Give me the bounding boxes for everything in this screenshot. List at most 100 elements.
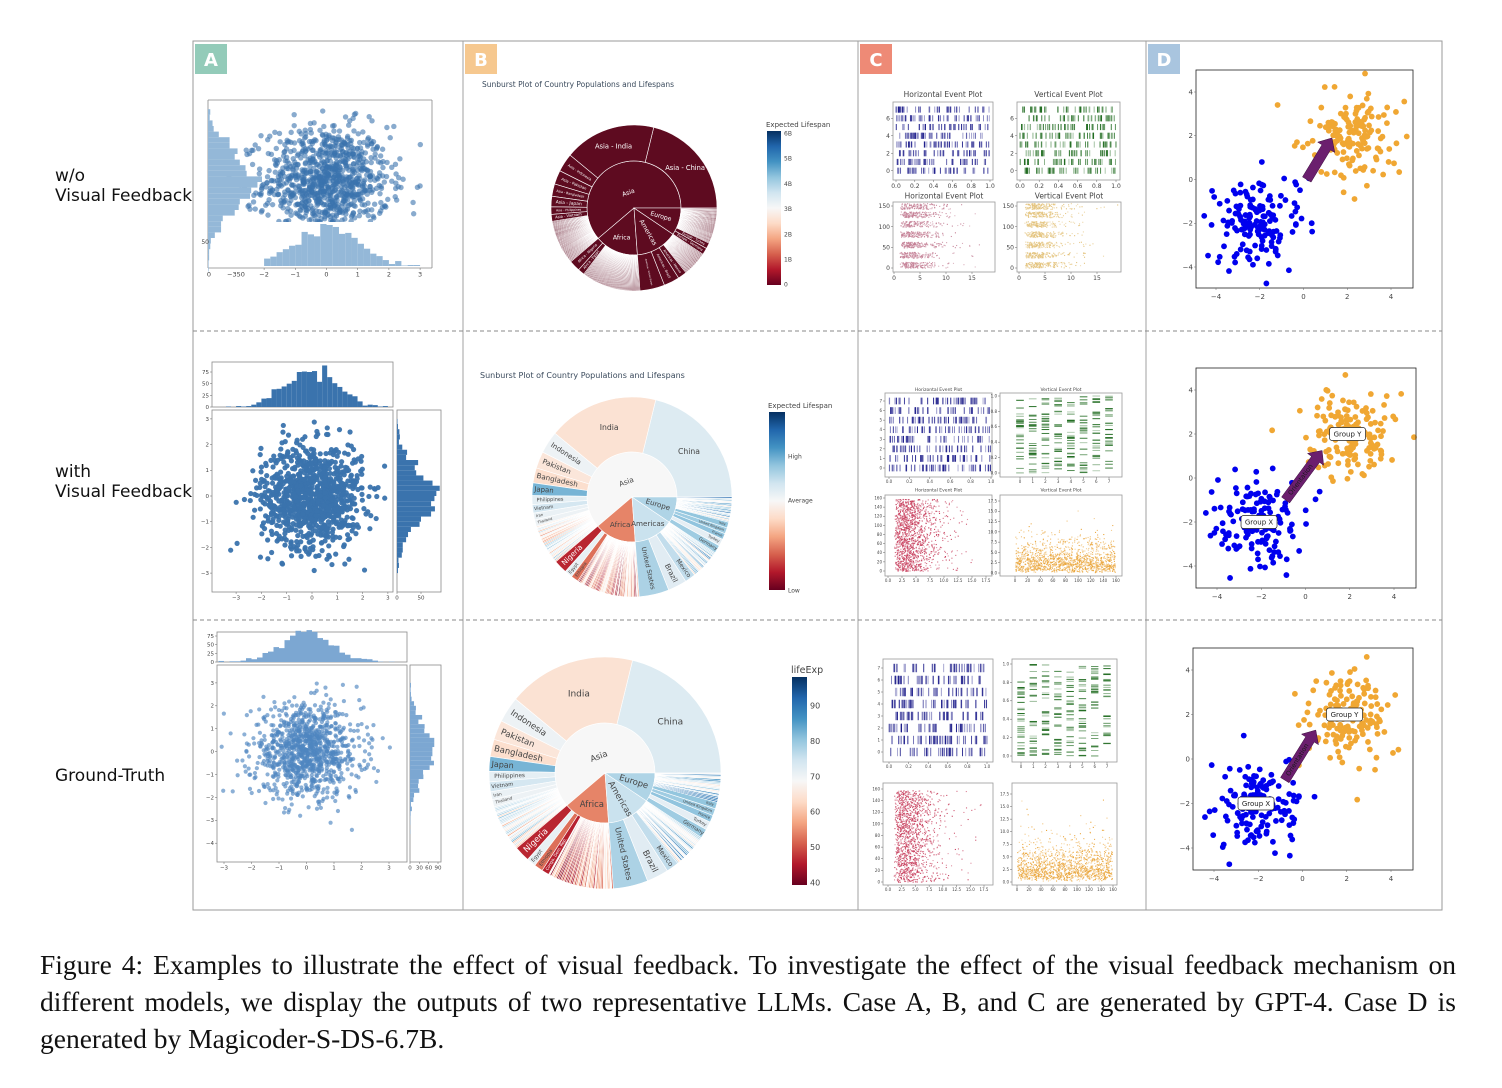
scatter-point [332,201,338,207]
histogram-bar [261,398,267,407]
sunburst-country[interactable] [680,207,718,210]
x-tick-label: 0.8 [966,183,976,190]
scatter-point [302,448,309,454]
histogram-bar [208,131,219,138]
scatter-point [367,752,372,757]
scatter-point [299,744,304,749]
scatter-point [253,477,259,483]
histogram-bar [312,371,318,407]
scatter-point [291,503,297,510]
scatter-point [267,758,273,763]
scatter-point [346,753,351,758]
scatter-point [265,150,272,157]
chart-title: Sunburst Plot of Country Populations and… [480,371,685,380]
histogram-bar [410,733,430,738]
histogram-bar [208,114,210,121]
histogram-bar [410,701,415,706]
scatter-point [283,146,290,152]
scatter-point [352,744,357,749]
x-tick-label: 50 [418,596,425,602]
scatter-point [337,767,342,772]
histogram-bar [357,243,364,266]
scatter-point [324,169,330,176]
scatter-point [321,188,327,195]
histogram-bar [291,380,297,407]
histogram-bar [372,660,378,662]
event-dot [903,236,905,238]
scatter-point [283,163,289,170]
scatter-point [277,759,282,765]
scatter-point [385,196,391,203]
histogram-bar [362,405,368,407]
histogram-bar [327,377,333,407]
scatter-point [265,556,271,562]
scatter-point [271,760,276,766]
scatter-point [249,161,256,168]
scatter-point [293,516,300,522]
scatter-point [325,716,331,721]
scatter-point [346,151,352,158]
x-tick-label: 0 [395,596,399,602]
colorbar-tick-label: 4B [784,181,792,188]
scatter-point [265,514,271,521]
scatter-point [288,478,295,485]
scatter-point [349,515,355,521]
scatter-point [332,494,338,500]
scatter-point [292,464,298,471]
scatter-point [313,553,319,559]
scatter-point [282,439,288,445]
scatter-point [284,741,289,746]
scatter-point [278,469,284,475]
scatter-point [321,123,327,130]
scatter-point [248,490,254,497]
scatter-point [364,191,370,197]
scatter-point [356,735,361,740]
scatter-point [329,768,334,773]
histogram-bar [279,648,285,662]
scatter-point [410,199,416,206]
histogram-bar [270,256,277,266]
histogram-bar [208,154,235,160]
scatter-point [260,499,266,506]
scatter-point [318,805,323,810]
scatter-point [323,450,329,457]
event-dot [924,257,926,259]
scatter-point [309,530,315,537]
scatter-point [269,531,275,537]
scatter-point [265,137,271,143]
histogram-bar [397,470,417,476]
scatter-point [318,182,324,188]
sunburst-country-label: India [600,423,619,432]
scatter-point [317,460,323,466]
scatter-point [328,697,333,702]
scatter-point [323,685,328,690]
scatter-point [314,681,319,686]
scatter-point [284,463,290,469]
scatter-point [284,139,291,145]
y-tick-label: 0 [206,494,210,500]
sunburst-country-label: China [657,717,683,727]
event-dot [916,207,918,209]
scatter-point [280,481,286,487]
histogram-bar [410,801,411,807]
scatter-point [334,734,339,739]
scatter-point [282,752,287,757]
histogram-bar [229,661,235,662]
colorbar [767,131,781,285]
event-dot [957,224,959,227]
scatter-point [349,194,355,200]
scatter-point [252,741,257,746]
scatter-point [351,128,357,134]
scatter-point [221,711,226,716]
scatter-point [278,723,283,728]
scatter-point [337,482,343,488]
scatter-point [286,722,291,727]
scatter-point [354,145,361,152]
histogram-bar [410,806,412,812]
histogram-bar [257,657,263,662]
scatter-point [281,748,286,753]
scatter-point [347,429,353,435]
sunburst-country-label: Asia - India [595,142,632,150]
scatter-point [275,732,280,737]
x-tick-label: 1 [356,271,360,279]
